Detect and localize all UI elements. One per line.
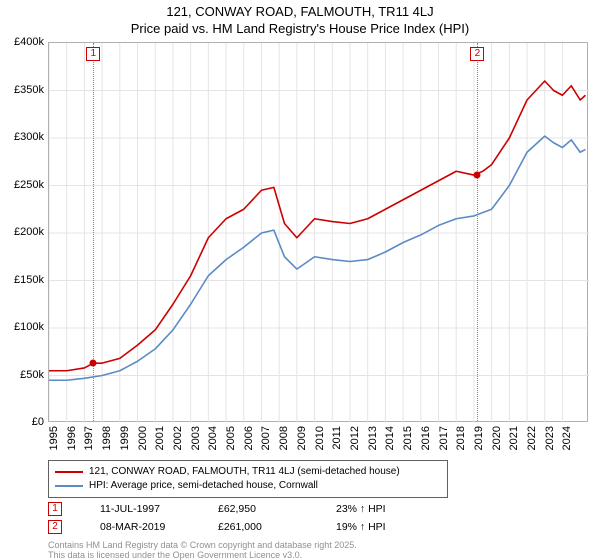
x-tick-label: 2016 bbox=[420, 426, 432, 450]
transaction-delta: 23% ↑ HPI bbox=[336, 503, 416, 515]
x-tick-label: 2022 bbox=[526, 426, 538, 450]
titles: 121, CONWAY ROAD, FALMOUTH, TR11 4LJ Pri… bbox=[0, 0, 600, 36]
footer-line2: This data is licensed under the Open Gov… bbox=[48, 550, 357, 560]
sale-reference-line bbox=[477, 43, 478, 421]
x-tick-label: 1997 bbox=[83, 426, 95, 450]
x-tick-label: 2011 bbox=[331, 426, 343, 450]
sale-dot bbox=[90, 360, 97, 367]
chart-subtitle: Price paid vs. HM Land Registry's House … bbox=[0, 21, 600, 36]
x-tick-label: 2004 bbox=[207, 426, 219, 450]
sale-marker: 1 bbox=[86, 47, 100, 61]
y-tick-label: £400k bbox=[14, 36, 44, 48]
x-tick-label: 2013 bbox=[367, 426, 379, 450]
transaction-date: 08-MAR-2019 bbox=[100, 521, 180, 533]
x-tick-label: 2010 bbox=[314, 426, 326, 450]
x-tick-label: 2008 bbox=[278, 426, 290, 450]
x-tick-label: 2017 bbox=[438, 426, 450, 450]
plot-svg bbox=[49, 43, 589, 423]
legend-item: 121, CONWAY ROAD, FALMOUTH, TR11 4LJ (se… bbox=[55, 465, 441, 479]
x-tick-label: 2009 bbox=[296, 426, 308, 450]
legend: 121, CONWAY ROAD, FALMOUTH, TR11 4LJ (se… bbox=[48, 460, 448, 498]
x-tick-label: 1999 bbox=[119, 426, 131, 450]
y-tick-label: £100k bbox=[14, 321, 44, 333]
legend-swatch bbox=[55, 485, 83, 488]
x-tick-label: 1995 bbox=[48, 426, 60, 450]
legend-swatch bbox=[55, 471, 83, 474]
chart-title: 121, CONWAY ROAD, FALMOUTH, TR11 4LJ bbox=[0, 4, 600, 19]
x-tick-label: 2012 bbox=[349, 426, 361, 450]
x-tick-label: 2023 bbox=[544, 426, 556, 450]
x-tick-label: 2000 bbox=[137, 426, 149, 450]
y-tick-label: £350k bbox=[14, 84, 44, 96]
x-tick-label: 2006 bbox=[243, 426, 255, 450]
transaction-date: 11-JUL-1997 bbox=[100, 503, 180, 515]
footer-attribution: Contains HM Land Registry data © Crown c… bbox=[48, 540, 357, 560]
transaction-delta: 19% ↑ HPI bbox=[336, 521, 416, 533]
x-tick-label: 2003 bbox=[190, 426, 202, 450]
x-tick-label: 2019 bbox=[473, 426, 485, 450]
legend-label: HPI: Average price, semi-detached house,… bbox=[89, 479, 318, 493]
y-tick-label: £200k bbox=[14, 226, 44, 238]
y-tick-label: £250k bbox=[14, 179, 44, 191]
x-tick-label: 2002 bbox=[172, 426, 184, 450]
legend-label: 121, CONWAY ROAD, FALMOUTH, TR11 4LJ (se… bbox=[89, 465, 400, 479]
x-axis: 1995 1996 1997 1998 1999 2000 2001 2002 2003 2004… bbox=[48, 424, 588, 464]
sale-dot bbox=[474, 172, 481, 179]
legend-item: HPI: Average price, semi-detached house,… bbox=[55, 479, 441, 493]
x-tick-label: 2005 bbox=[225, 426, 237, 450]
x-tick-label: 2001 bbox=[154, 426, 166, 450]
transaction-price: £261,000 bbox=[218, 521, 298, 533]
x-tick-label: 2014 bbox=[384, 426, 396, 450]
x-tick-label: 2021 bbox=[508, 426, 520, 450]
y-tick-label: £300k bbox=[14, 131, 44, 143]
y-axis: £0£50k£100k£150k£200k£250k£300k£350k£400… bbox=[0, 42, 46, 422]
transaction-price: £62,950 bbox=[218, 503, 298, 515]
transactions-table: 1 11-JUL-1997 £62,950 23% ↑ HPI 2 08-MAR-2019… bbox=[48, 500, 416, 536]
y-tick-label: £0 bbox=[32, 416, 44, 428]
x-tick-label: 2015 bbox=[402, 426, 414, 450]
chart-container: 121, CONWAY ROAD, FALMOUTH, TR11 4LJ Pri… bbox=[0, 0, 600, 560]
x-tick-label: 2024 bbox=[561, 426, 573, 450]
y-tick-label: £50k bbox=[20, 369, 44, 381]
x-tick-label: 2018 bbox=[455, 426, 467, 450]
transaction-marker: 2 bbox=[48, 520, 62, 534]
x-tick-label: 2020 bbox=[491, 426, 503, 450]
x-tick-label: 1998 bbox=[101, 426, 113, 450]
plot-area: 12 bbox=[48, 42, 588, 422]
transaction-marker: 1 bbox=[48, 502, 62, 516]
x-tick-label: 2007 bbox=[260, 426, 272, 450]
footer-line1: Contains HM Land Registry data © Crown c… bbox=[48, 540, 357, 550]
transaction-row: 1 11-JUL-1997 £62,950 23% ↑ HPI bbox=[48, 500, 416, 518]
y-tick-label: £150k bbox=[14, 274, 44, 286]
transaction-row: 2 08-MAR-2019 £261,000 19% ↑ HPI bbox=[48, 518, 416, 536]
sale-marker: 2 bbox=[470, 47, 484, 61]
x-tick-label: 1996 bbox=[66, 426, 78, 450]
